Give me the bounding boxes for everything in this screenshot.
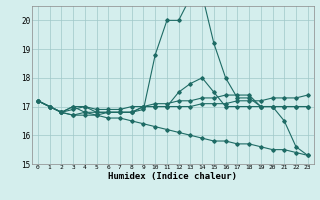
X-axis label: Humidex (Indice chaleur): Humidex (Indice chaleur)	[108, 172, 237, 181]
